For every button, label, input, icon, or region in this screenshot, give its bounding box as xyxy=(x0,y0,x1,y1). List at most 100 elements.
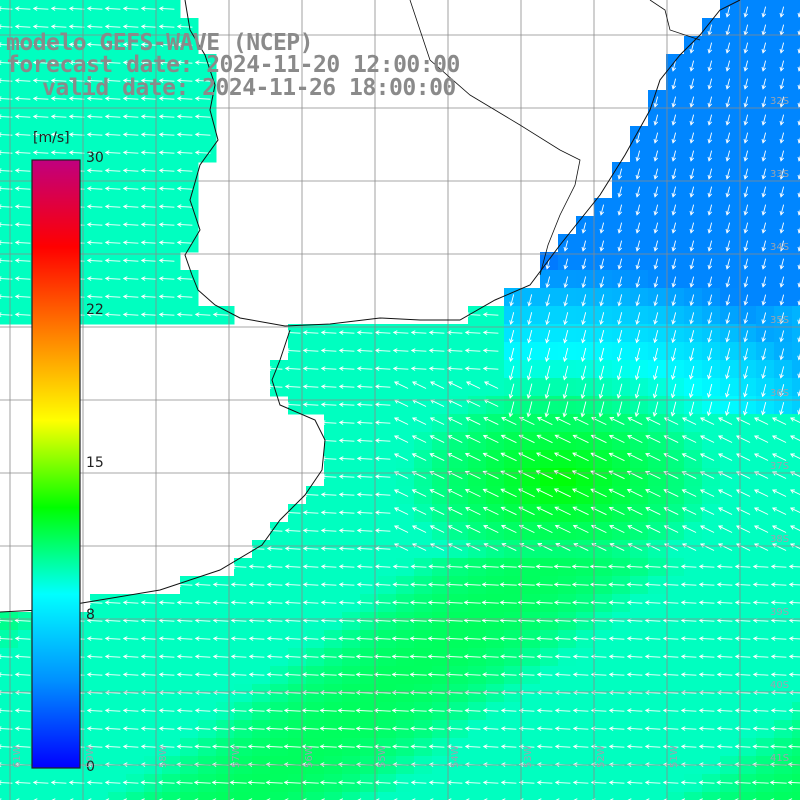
wind-arrow xyxy=(736,417,751,425)
wind-arrow xyxy=(572,565,589,568)
wind-arrow xyxy=(546,312,551,325)
wind-arrow xyxy=(159,223,175,226)
wind-arrow xyxy=(430,435,445,443)
wind-arrow-head xyxy=(653,301,658,307)
wind-arrow-head xyxy=(248,654,254,659)
wind-arrow-head xyxy=(707,356,712,362)
wind-arrow xyxy=(375,349,391,352)
wind-arrow xyxy=(671,401,677,416)
wind-arrow-head xyxy=(634,375,640,381)
wind-arrow xyxy=(159,61,175,64)
wind-arrow xyxy=(653,383,659,398)
wind-arrow-head xyxy=(428,708,433,713)
wind-arrow xyxy=(51,7,67,10)
wind-arrow xyxy=(212,781,229,784)
wind-arrow xyxy=(654,204,659,216)
wind-arrow xyxy=(141,79,157,82)
longitude-label: 54W xyxy=(450,745,461,768)
wind-arrow-head xyxy=(266,690,271,695)
wind-arrow xyxy=(339,439,355,442)
wind-arrow-head xyxy=(753,507,759,512)
wind-arrow xyxy=(725,401,731,416)
wind-arrow xyxy=(447,489,463,498)
wind-arrow-head xyxy=(158,690,164,695)
wind-arrow xyxy=(636,150,641,162)
wind-arrow xyxy=(519,417,535,426)
wind-arrow-head xyxy=(779,102,785,108)
wind-arrow-head xyxy=(104,276,110,281)
wind-arrow-head xyxy=(410,780,416,785)
wind-arrow-head xyxy=(707,192,713,198)
wind-arrow-head xyxy=(501,798,506,800)
wind-arrow xyxy=(267,583,283,586)
wind-arrow-head xyxy=(356,636,361,641)
wind-arrow xyxy=(303,403,319,406)
wind-arrow xyxy=(780,132,785,144)
wind-arrow xyxy=(15,43,31,46)
wind-arrow-head xyxy=(761,410,766,416)
wind-arrow xyxy=(393,781,409,784)
wind-arrow xyxy=(87,7,103,10)
wind-arrow xyxy=(87,745,103,748)
wind-arrow-head xyxy=(428,330,434,335)
wind-arrow xyxy=(105,781,121,784)
wind-arrow-head xyxy=(698,762,704,767)
wind-arrow xyxy=(700,507,715,515)
wind-arrow xyxy=(636,222,641,234)
wind-arrow-head xyxy=(644,690,650,695)
wind-arrow-head xyxy=(176,276,182,281)
wind-arrow-head xyxy=(698,690,704,695)
wind-arrow-head xyxy=(284,672,290,677)
wind-arrow xyxy=(718,417,733,425)
wind-arrow xyxy=(672,347,677,361)
wind-arrow-head xyxy=(230,582,236,587)
wind-arrow-head xyxy=(671,282,677,288)
wind-arrow-head xyxy=(743,392,748,398)
wind-arrow-head xyxy=(644,636,650,641)
wind-arrow-head xyxy=(212,726,218,731)
wind-arrow-head xyxy=(553,564,559,569)
wind-arrow xyxy=(465,435,481,444)
wind-arrow-head xyxy=(32,60,38,65)
wind-arrow-head xyxy=(428,780,434,785)
wind-arrow xyxy=(690,132,695,144)
wind-arrow-head xyxy=(689,246,695,252)
wind-arrow xyxy=(15,25,31,28)
wind-arrow-head xyxy=(104,762,110,767)
wind-arrow xyxy=(447,709,463,712)
wind-arrow-head xyxy=(734,600,740,605)
wind-arrow xyxy=(303,367,319,370)
wind-arrow xyxy=(780,24,785,36)
wind-arrow xyxy=(672,132,677,144)
wind-arrow xyxy=(15,295,31,298)
wind-arrow-head xyxy=(122,600,128,605)
wind-arrow xyxy=(771,601,787,604)
wind-arrow xyxy=(645,507,661,515)
wind-arrow xyxy=(321,331,337,334)
wind-arrow xyxy=(448,543,463,551)
wind-arrow xyxy=(465,349,481,352)
wind-arrow xyxy=(302,709,319,712)
wind-arrow xyxy=(87,601,103,604)
wind-arrow xyxy=(771,691,787,694)
wind-arrow-head xyxy=(644,744,650,749)
wind-arrow-head xyxy=(717,489,723,494)
wind-arrow xyxy=(141,151,157,154)
wind-arrow-head xyxy=(104,204,110,209)
wind-arrow xyxy=(708,42,713,54)
coastline xyxy=(184,0,741,327)
wind-arrow-head xyxy=(734,744,740,749)
wind-arrow xyxy=(177,61,193,64)
wind-arrow xyxy=(790,525,800,532)
wind-arrow-head xyxy=(194,96,200,101)
wind-arrow-head xyxy=(563,246,569,252)
wind-arrow-head xyxy=(373,654,379,659)
wind-arrow xyxy=(284,745,301,748)
wind-arrow-head xyxy=(482,780,488,785)
wind-arrow xyxy=(563,383,569,399)
wind-arrow-head xyxy=(393,507,399,512)
wind-arrow xyxy=(412,381,427,389)
wind-arrow-head xyxy=(393,489,399,494)
wind-arrow xyxy=(177,115,193,118)
wind-arrow xyxy=(123,187,139,190)
